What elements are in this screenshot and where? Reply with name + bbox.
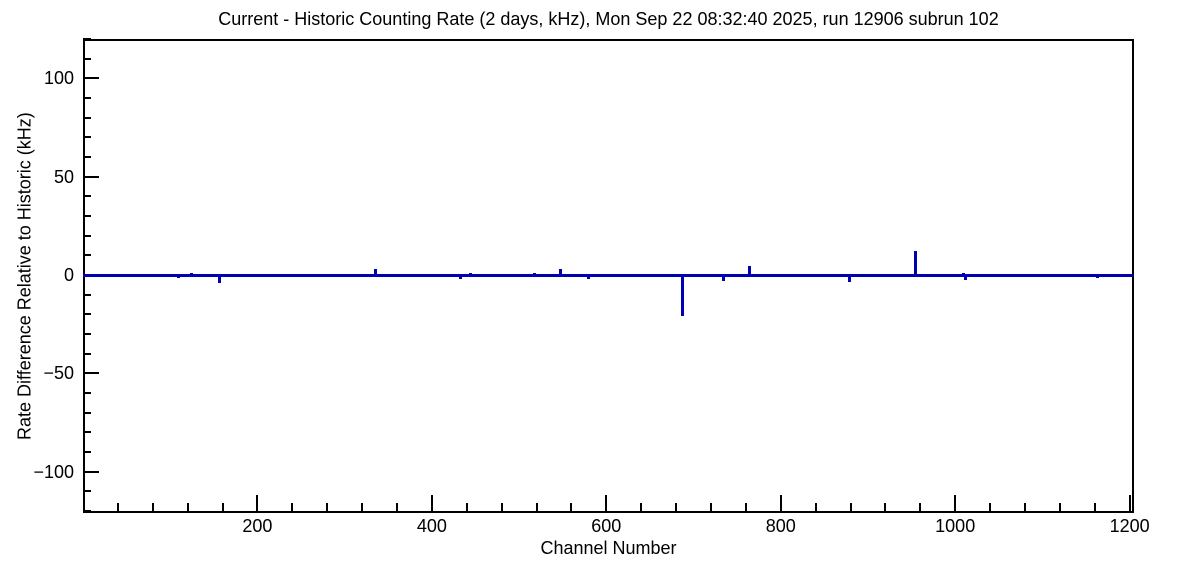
histogram-spike: [791, 275, 795, 278]
x-minor-tick: [151, 503, 154, 511]
x-minor-tick: [675, 503, 678, 511]
y-minor-tick: [83, 215, 91, 217]
x-tick-label: 600: [591, 516, 622, 536]
x-minor-tick: [465, 503, 468, 511]
histogram-spike: [177, 275, 181, 278]
histogram-spike: [961, 273, 965, 276]
y-minor-tick: [83, 116, 91, 119]
x-tick-label: 800: [765, 516, 796, 536]
x-major-tick: [779, 495, 782, 511]
histogram-spike: [373, 269, 377, 275]
y-major-tick: [83, 77, 99, 80]
histogram-spike: [217, 275, 221, 283]
y-minor-tick: [83, 490, 91, 493]
histogram-spike: [672, 275, 676, 278]
histogram-spike: [889, 275, 893, 278]
x-minor-tick: [326, 503, 329, 511]
y-minor-tick: [83, 333, 91, 336]
x-major-tick: [430, 495, 433, 511]
y-tick-label: −50: [43, 363, 74, 384]
y-minor-tick: [83, 136, 91, 139]
x-tick-label: 200: [242, 516, 273, 536]
y-tick-label: 0: [63, 265, 74, 286]
histogram-spike: [747, 266, 751, 275]
x-minor-tick: [1058, 503, 1061, 511]
x-minor-tick: [640, 503, 643, 511]
x-minor-tick: [535, 503, 538, 511]
y-minor-tick: [83, 195, 91, 198]
histogram-spike: [459, 275, 463, 279]
x-major-tick: [1128, 495, 1131, 511]
x-minor-tick: [186, 503, 189, 511]
y-major-tick: [83, 470, 99, 473]
y-minor-tick: [83, 254, 91, 257]
x-tick-label: 400: [416, 516, 447, 536]
histogram-spike: [1095, 275, 1099, 278]
x-minor-tick: [919, 503, 922, 511]
y-minor-tick: [83, 234, 91, 237]
x-tick-label: 1000: [935, 516, 976, 536]
y-minor-tick: [83, 156, 91, 158]
x-minor-tick: [849, 503, 852, 511]
x-axis-title: Channel Number: [540, 538, 677, 558]
y-minor-tick: [83, 293, 91, 296]
y-minor-tick: [83, 510, 91, 513]
histogram-spike: [848, 275, 852, 282]
x-minor-tick: [395, 503, 398, 511]
y-minor-tick: [83, 38, 91, 40]
y-minor-tick: [83, 57, 91, 60]
x-minor-tick: [744, 503, 747, 511]
histogram-spike: [913, 251, 917, 275]
y-minor-tick: [83, 392, 91, 395]
x-minor-tick: [570, 503, 573, 511]
x-minor-tick: [291, 503, 294, 511]
y-minor-tick: [83, 451, 91, 454]
y-tick-label: 100: [43, 68, 74, 89]
x-minor-tick: [884, 503, 887, 511]
y-minor-tick: [83, 313, 91, 316]
x-minor-tick: [989, 503, 992, 511]
y-minor-tick: [83, 97, 91, 99]
histogram-spike: [721, 275, 725, 281]
y-major-tick: [83, 372, 99, 375]
x-major-tick: [605, 495, 608, 511]
x-minor-tick: [221, 503, 224, 511]
histogram-zero-line: [83, 273, 1134, 277]
histogram-spike: [558, 269, 562, 275]
y-minor-tick: [83, 352, 91, 355]
x-minor-tick: [814, 503, 817, 511]
x-minor-tick: [1023, 503, 1026, 511]
x-minor-tick: [709, 503, 712, 511]
y-tick-label: −100: [33, 461, 74, 482]
y-major-tick: [83, 175, 99, 178]
histogram-spike: [189, 273, 193, 276]
y-tick-label: 50: [53, 166, 74, 187]
histogram-spike: [586, 275, 590, 279]
histogram-spike: [533, 273, 537, 276]
y-minor-tick: [83, 411, 91, 414]
histogram-spike: [964, 275, 968, 280]
x-major-tick: [954, 495, 957, 511]
chart-title: Current - Historic Counting Rate (2 days…: [218, 9, 999, 29]
x-tick-label: 1200: [1109, 516, 1150, 536]
histogram-spike: [468, 273, 472, 276]
y-minor-tick: [83, 431, 91, 434]
x-major-tick: [256, 495, 259, 511]
x-minor-tick: [116, 503, 119, 511]
x-minor-tick: [500, 503, 503, 511]
x-minor-tick: [1093, 503, 1096, 511]
x-minor-tick: [361, 503, 364, 511]
histogram-spike: [680, 275, 684, 317]
